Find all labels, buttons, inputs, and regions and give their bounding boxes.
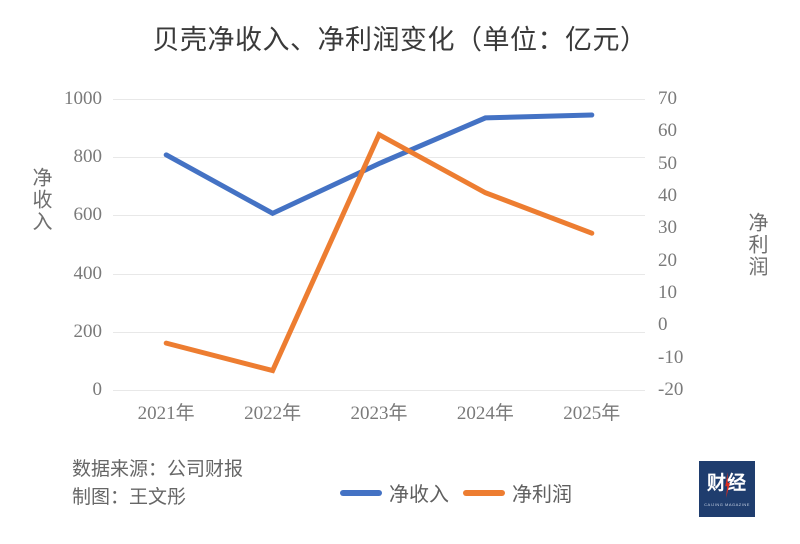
legend-color-swatch [463, 489, 505, 496]
chart-title: 贝壳净收入、净利润变化（单位：亿元） [152, 25, 648, 55]
legend-item[interactable]: 净利润 [463, 478, 572, 507]
gridline [113, 215, 645, 217]
footer-notes: 数据来源：公司财报 制图：王文彤 [72, 456, 243, 511]
series-lines [163, 112, 595, 374]
y-axis-right-tick-label: 10 [658, 282, 677, 303]
x-axis-tick-label: 2025年 [563, 403, 621, 424]
x-axis-tick-label: 2021年 [137, 403, 195, 424]
legend-color-swatch [340, 489, 382, 496]
y-axis-right-tick-label: 20 [658, 249, 677, 271]
gridline [113, 331, 645, 333]
plot-area [113, 99, 645, 391]
y-axis-left-tick-label: 200 [73, 320, 103, 342]
x-axis-tick-label: 2023年 [350, 403, 408, 424]
y-axis-right-tick-label: 50 [658, 152, 677, 174]
logo-subtext: CAIJING MAGAZINE [704, 502, 750, 507]
y-axis-right-tick-label: 60 [658, 120, 677, 142]
y-axis-right-tick-label: -10 [658, 346, 684, 368]
legend-item[interactable]: 净收入 [340, 478, 449, 507]
lightning-bolt-icon [725, 472, 730, 498]
x-axis-tick-label: 2024年 [456, 403, 514, 424]
x-axis-tick-label: 2022年 [244, 403, 302, 424]
x-axis-ticks: 2021年 2022年 2023年 2024年 2025年 [113, 398, 645, 428]
chart-legend: 净收入 净利润 [340, 478, 572, 507]
y-axis-left-ticks: 0 200 400 600 800 1000 [20, 88, 103, 400]
y-axis-right-tick-label: 0 [658, 314, 668, 336]
gridline [113, 157, 645, 159]
y-axis-right-tick-label: 40 [658, 185, 677, 206]
gridlines [113, 99, 645, 391]
y-axis-right-title: 净利润 [745, 212, 767, 278]
chart-credit-text: 制图：王文彤 [72, 486, 187, 508]
y-axis-left-tick-label: 1000 [64, 88, 102, 109]
series-line-净利润 [163, 131, 595, 374]
y-axis-right-tick-label: 70 [658, 88, 677, 109]
gridline [113, 99, 645, 100]
logo-inner: 财经 CAIJING MAGAZINE [704, 472, 750, 507]
legend-label: 净收入 [389, 484, 449, 506]
data-source-text: 数据来源：公司财报 [72, 459, 244, 480]
series-line-净收入 [163, 112, 595, 217]
gridline [113, 390, 645, 391]
gridline [113, 273, 645, 275]
caijing-logo: 财经 CAIJING MAGAZINE [699, 461, 755, 517]
y-axis-right-ticks: -20 -10 0 10 20 30 40 50 60 70 [658, 88, 718, 400]
y-axis-left-tick-label: 400 [73, 262, 103, 284]
y-axis-left-title: 净收入 [29, 167, 51, 233]
legend-label: 净利润 [512, 484, 572, 506]
y-axis-left-tick-label: 600 [73, 204, 103, 226]
y-axis-left-tick-label: 0 [92, 379, 103, 400]
y-axis-right-tick-label: 30 [658, 217, 677, 239]
y-axis-right-tick-label: -20 [658, 379, 684, 400]
y-axis-left-tick-label: 800 [73, 146, 103, 168]
